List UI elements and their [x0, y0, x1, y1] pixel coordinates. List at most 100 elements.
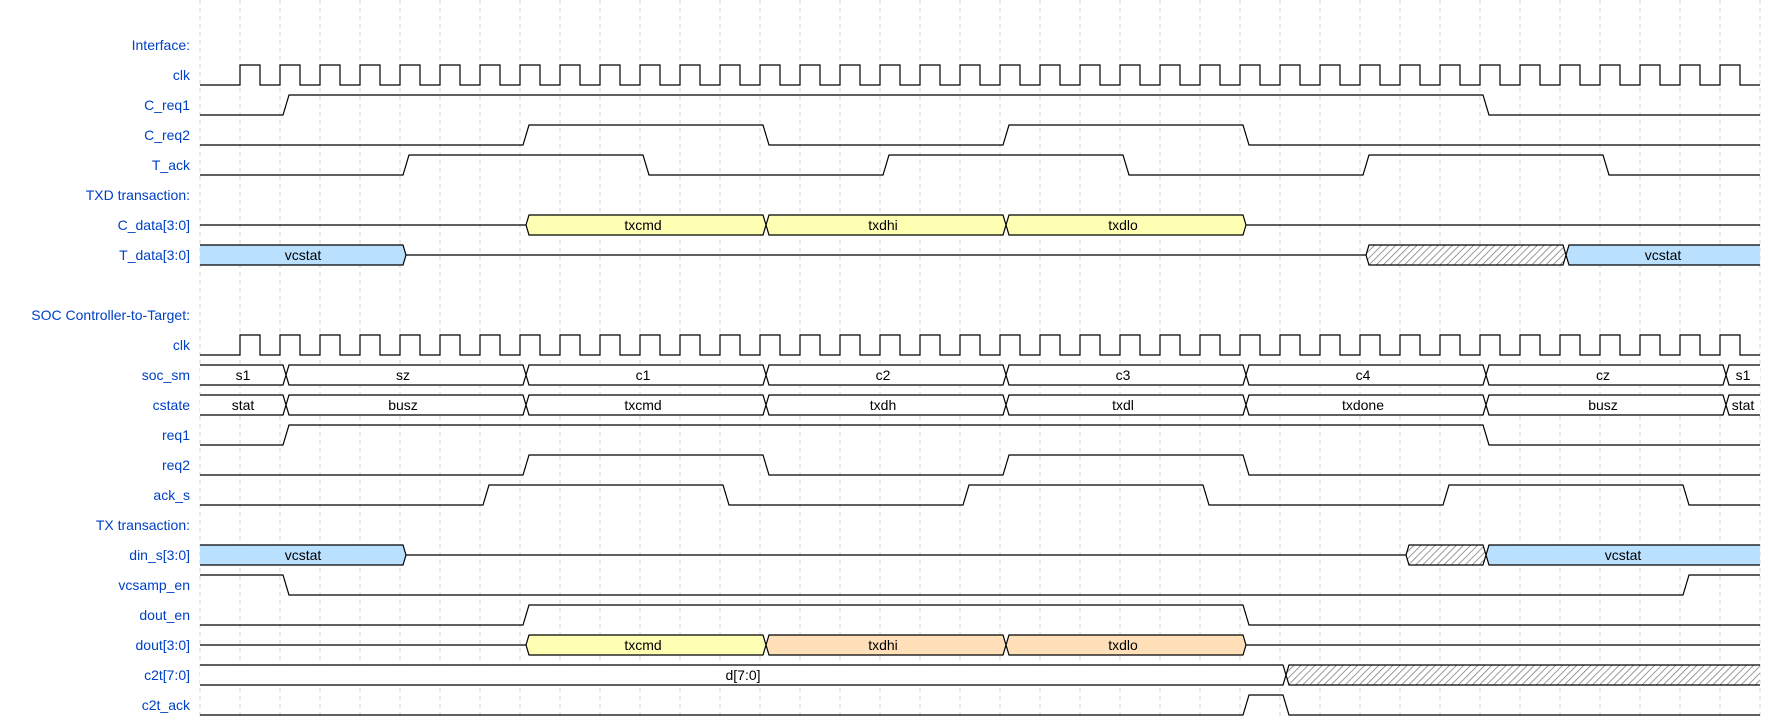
bit-waveform: [200, 604, 1760, 626]
segment-value: busz: [1588, 397, 1618, 413]
data-segment: [1006, 365, 1246, 385]
data-segment: [766, 395, 1006, 415]
segment-bottom-edge: [525, 374, 767, 386]
segment-value: txcmd: [624, 637, 661, 653]
segment-value: stat: [1732, 397, 1755, 413]
data-segment: [200, 245, 406, 265]
segment-value: stat: [232, 397, 255, 413]
data-segment: [526, 635, 766, 655]
segment-top-edge: [1245, 364, 1487, 376]
data-segment: [286, 365, 526, 385]
signal-c2t-7-0-: c2t[7:0] d[7:0]: [144, 664, 1760, 686]
signal-label: C_req2: [144, 127, 190, 143]
signal-soc-sm: soc_sm s1 sz c1 c2 c3 c4 cz s1: [142, 364, 1760, 386]
segment-bottom-edge: [1005, 644, 1247, 656]
data-segment: [286, 395, 526, 415]
signal-dout-en: dout_en: [139, 604, 1760, 626]
segment-value: txdhi: [868, 217, 898, 233]
data-segment: [526, 395, 766, 415]
data-segment: [1726, 395, 1760, 415]
segment-top-edge: [765, 394, 1007, 406]
segment-value: vcstat: [285, 547, 322, 563]
signal-label: T_ack: [152, 157, 191, 173]
segment-top-edge: [1005, 214, 1247, 226]
data-segment: [1006, 215, 1246, 235]
data-segment: [1726, 365, 1760, 385]
signal-label: vcsamp_en: [118, 577, 190, 593]
segment-bottom-edge: [765, 224, 1007, 236]
data-segment: [200, 665, 1286, 685]
segment-top-edge: [1565, 244, 1760, 256]
signal-rows: Interface: clk C_req1 C_req2 T_ack TXD transa…: [31, 37, 1760, 716]
signal-req2: req2: [162, 454, 1760, 476]
segment-bottom-edge: [285, 374, 527, 386]
segment-top-edge: [1005, 364, 1247, 376]
segment-top-edge: [1365, 244, 1567, 256]
signal-label: din_s[3:0]: [129, 547, 190, 563]
segment-bottom-edge: [200, 254, 407, 266]
signal-label: dout_en: [139, 607, 190, 623]
segment-bottom-edge: [1725, 404, 1760, 416]
segment-bottom-edge: [1565, 254, 1760, 266]
group-label-row: Interface:: [132, 37, 190, 53]
segment-top-edge: [1725, 394, 1760, 406]
segment-top-edge: [200, 244, 407, 256]
bit-waveform: [200, 124, 1760, 146]
signal-dout-3-0-: dout[3:0] txcmd txdhi txdlo: [136, 634, 1760, 656]
segment-bottom-edge: [1365, 254, 1567, 266]
data-segment: [526, 365, 766, 385]
signal-label: c2t[7:0]: [144, 667, 190, 683]
segment-value: c3: [1116, 367, 1131, 383]
segment-value: c1: [636, 367, 651, 383]
segment-value: txcmd: [624, 217, 661, 233]
segment-top-edge: [765, 214, 1007, 226]
segment-value: sz: [396, 367, 410, 383]
signal-clk: clk: [173, 64, 1760, 86]
segment-bottom-edge: [765, 374, 1007, 386]
data-segment: [1006, 635, 1246, 655]
data-segment: [1486, 395, 1726, 415]
segment-top-edge: [1245, 394, 1487, 406]
signal-label: dout[3:0]: [136, 637, 191, 653]
segment-bottom-edge: [200, 674, 1287, 686]
segment-value: txdh: [870, 397, 896, 413]
group-label: Interface:: [132, 37, 190, 53]
cycle-grid: [199, 0, 1761, 720]
segment-bottom-edge: [1725, 374, 1760, 386]
group-label: TXD transaction:: [86, 187, 190, 203]
segment-bottom-edge: [285, 404, 527, 416]
segment-bottom-edge: [200, 404, 287, 416]
segment-value: vcstat: [1605, 547, 1642, 563]
segment-bottom-edge: [1005, 374, 1247, 386]
data-segment: [1486, 365, 1726, 385]
segment-value: busz: [388, 397, 418, 413]
clock-waveform: [200, 64, 1760, 86]
segment-top-edge: [200, 364, 287, 376]
signal-c-req1: C_req1: [144, 94, 1760, 116]
data-segment: [766, 635, 1006, 655]
segment-bottom-edge: [200, 554, 407, 566]
bit-waveform: [200, 94, 1760, 116]
group-label: TX transaction:: [96, 517, 190, 533]
segment-value: vcstat: [285, 247, 322, 263]
bit-waveform: [200, 154, 1760, 176]
signal-req1: req1: [162, 424, 1760, 446]
segment-top-edge: [285, 394, 527, 406]
segment-bottom-edge: [1485, 554, 1760, 566]
data-segment: [1486, 545, 1760, 565]
signal-label: C_req1: [144, 97, 190, 113]
segment-top-edge: [525, 394, 767, 406]
data-segment: [526, 215, 766, 235]
segment-bottom-edge: [1005, 224, 1247, 236]
segment-value: txdlo: [1108, 637, 1138, 653]
signal-label: req2: [162, 457, 190, 473]
signal-label: soc_sm: [142, 367, 190, 383]
segment-value: c4: [1356, 367, 1371, 383]
segment-top-edge: [1485, 394, 1727, 406]
data-segment: [200, 545, 406, 565]
segment-top-edge: [200, 664, 1287, 676]
segment-value: txdl: [1112, 397, 1134, 413]
signal-t-ack: T_ack: [152, 154, 1760, 176]
segment-top-edge: [1405, 544, 1487, 556]
